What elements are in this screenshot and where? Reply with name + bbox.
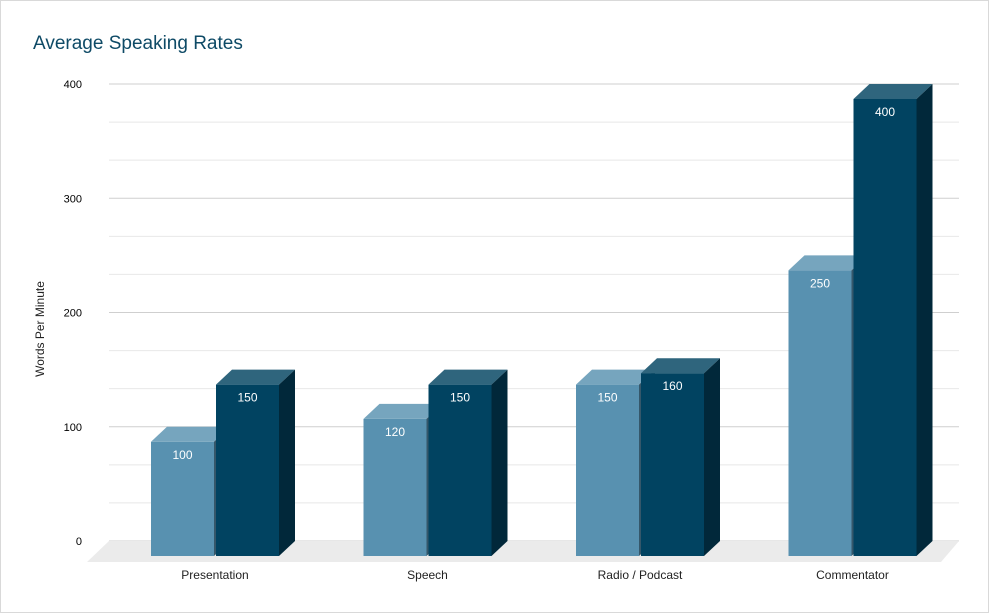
- bar-front: [853, 99, 917, 556]
- bar-value-label: 150: [237, 391, 257, 405]
- category-label: Presentation: [181, 568, 248, 582]
- bar-side: [491, 369, 508, 556]
- bar-top: [216, 369, 295, 385]
- bar-value-label: 160: [662, 379, 682, 393]
- category-label: Commentator: [816, 568, 889, 582]
- chart-floor: [87, 541, 959, 562]
- y-tick-layer: 0 100 200 300 400: [64, 79, 82, 548]
- bar-front: [641, 373, 704, 556]
- chart-title: Average Speaking Rates: [33, 33, 243, 54]
- bar-side: [916, 84, 933, 556]
- bar-front: [788, 270, 852, 556]
- bar-top: [788, 255, 868, 271]
- bar-front: [428, 384, 492, 556]
- y-axis-title: Words Per Minute: [33, 281, 47, 377]
- bar: 150: [216, 369, 295, 556]
- bar-value-label: 250: [810, 276, 830, 290]
- category-label: Speech: [407, 568, 448, 582]
- bar-top: [576, 369, 655, 385]
- bar-front: [363, 418, 427, 556]
- bar-top: [151, 426, 230, 442]
- y-tick-label: 200: [64, 308, 82, 320]
- bar: 150: [428, 369, 508, 556]
- bar-value-label: 100: [172, 448, 192, 462]
- bar: 120: [363, 403, 443, 556]
- bar-front: [216, 384, 279, 556]
- bar: 160: [641, 358, 720, 556]
- bar-top: [363, 403, 443, 419]
- bar-front: [576, 384, 639, 556]
- y-tick-label: 300: [64, 193, 82, 205]
- bar-side: [279, 369, 295, 556]
- category-label-layer: Presentation Speech Radio / Podcast Comment…: [181, 568, 889, 582]
- floor-layer: [87, 541, 959, 562]
- y-tick-label: 0: [76, 536, 82, 548]
- bar-value-label: 120: [385, 425, 405, 439]
- bar-front: [151, 441, 214, 556]
- bar-value-label: 150: [450, 391, 470, 405]
- bar-value-label: 400: [875, 105, 895, 119]
- bar-top: [428, 369, 508, 385]
- bar-top: [641, 358, 720, 374]
- bar-top: [853, 84, 933, 99]
- bar-value-label: 150: [597, 391, 617, 405]
- y-tick-label: 400: [64, 79, 82, 91]
- bar-side: [704, 358, 720, 556]
- bar-layer: 100 150 120 150 150 160 250 400: [151, 84, 933, 556]
- y-tick-label: 100: [64, 422, 82, 434]
- bar: 400: [853, 84, 933, 556]
- category-label: Radio / Podcast: [598, 568, 683, 582]
